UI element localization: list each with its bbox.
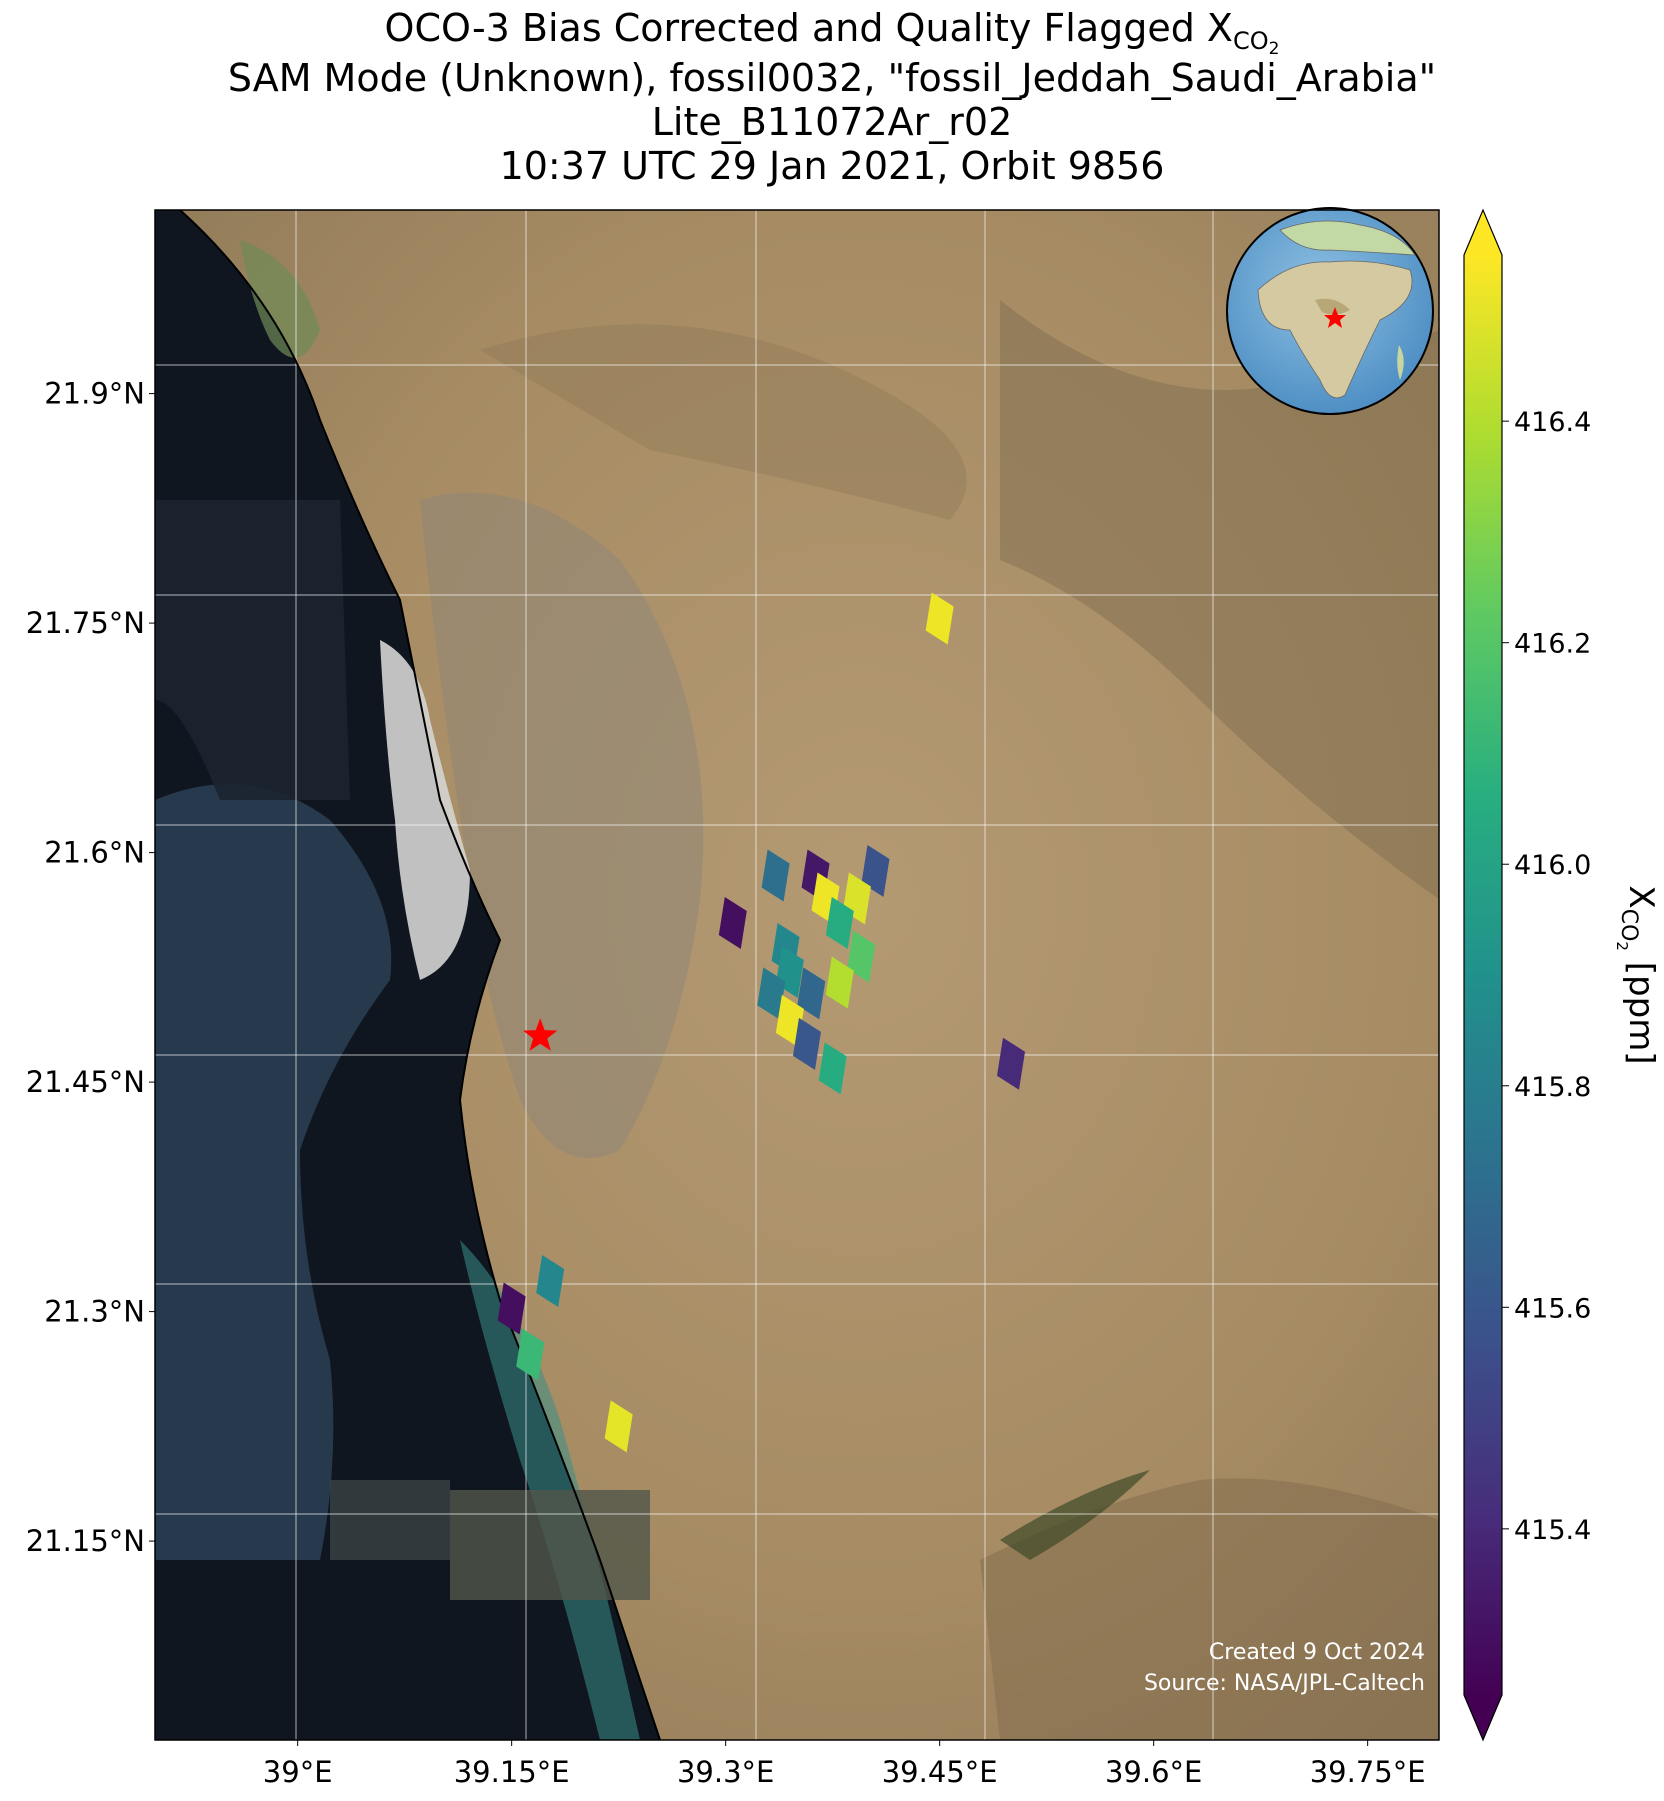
xco2-footprint xyxy=(818,1042,847,1095)
x-tick-label: 39°E xyxy=(263,1755,333,1789)
y-tick-label: 21.75°N xyxy=(26,606,145,640)
coastline xyxy=(179,209,661,1741)
map-frame xyxy=(154,209,1440,1741)
y-tick-label: 21.3°N xyxy=(44,1295,145,1329)
colorbar-extend-max xyxy=(1464,210,1502,255)
xco2-footprint xyxy=(925,592,954,645)
map-background xyxy=(155,210,1439,1740)
x-tick-label: 39.75°E xyxy=(1310,1755,1426,1789)
xco2-footprint xyxy=(792,1017,821,1070)
colorbar-tick-label: 416.2 xyxy=(1514,629,1591,660)
arabia-landmass xyxy=(1315,298,1350,315)
x-tick-label: 39.15°E xyxy=(454,1755,570,1789)
colorbar-outline xyxy=(1463,208,1503,1742)
figure-title-line4: 10:37 UTC 29 Jan 2021, Orbit 9856 xyxy=(499,144,1165,188)
colorbar-tick-label: 415.4 xyxy=(1514,1515,1591,1546)
figure-title-line1: OCO-3 Bias Corrected and Quality Flagged… xyxy=(0,6,1664,59)
colorbar-tick-label: 416.4 xyxy=(1514,407,1591,438)
xco2-footprint xyxy=(516,1328,545,1381)
x-tick-labels: 39°E 39.15°E 39.3°E 39.45°E 39.6°E 39.75°E xyxy=(263,1740,1426,1789)
globe-star-icon xyxy=(1324,307,1346,328)
colorbar-label: XCO2 [ppm] xyxy=(1613,885,1661,1064)
xco2-footprint xyxy=(825,896,854,949)
xco2-footprint xyxy=(861,844,890,897)
y-tick-label: 21.6°N xyxy=(44,836,145,870)
y-tick-label: 21.45°N xyxy=(26,1065,145,1099)
xco2-footprint xyxy=(797,967,826,1020)
africa-landmass xyxy=(1257,260,1413,399)
star-icon xyxy=(523,1018,558,1051)
xco2-footprint xyxy=(536,1255,565,1307)
xco2-footprints xyxy=(497,592,1025,1453)
grid-lines xyxy=(155,210,1444,1740)
xco2-footprint xyxy=(847,930,876,983)
xco2-footprint xyxy=(997,1037,1025,1090)
figure-title-line2: SAM Mode (Unknown), fossil0032, "fossil_… xyxy=(227,56,1437,100)
colorbar-tick-label: 416.0 xyxy=(1514,850,1591,881)
xco2-footprint xyxy=(497,1282,526,1335)
y-tick-labels: 21.9°N 21.75°N 21.6°N 21.45°N 21.3°N 21.15°N xyxy=(26,377,155,1558)
title-prefix: OCO-3 Bias Corrected and Quality Flagged… xyxy=(384,6,1233,50)
title-sub: CO xyxy=(1232,27,1269,55)
colorbar-tick-label: 415.6 xyxy=(1514,1293,1591,1324)
y-tick-label: 21.15°N xyxy=(26,1524,145,1558)
figure-title-line3: Lite_B11072Ar_r02 xyxy=(651,100,1013,144)
xco2-footprint xyxy=(757,967,786,1020)
x-tick-label: 39.45°E xyxy=(882,1755,998,1789)
xco2-footprint xyxy=(761,849,790,902)
colorbar-tick-labels: 415.4 415.6 415.8 416.0 416.2 416.4 xyxy=(1502,407,1591,1546)
colorbar-gradient xyxy=(1464,255,1502,1695)
colorbar: 415.4 415.6 415.8 416.0 416.2 416.4 XCO2 [ppm… xyxy=(1463,208,1661,1742)
credit-created: Created 9 Oct 2024 xyxy=(1209,1640,1425,1665)
x-tick-label: 39.3°E xyxy=(677,1755,774,1789)
xco2-footprint xyxy=(604,1400,633,1453)
globe-inset xyxy=(1226,207,1434,415)
colorbar-tick-label: 415.8 xyxy=(1514,1072,1591,1103)
xco2-footprint xyxy=(825,956,854,1009)
target-marker-layer xyxy=(523,1018,558,1051)
colorbar-extend-min xyxy=(1464,1695,1502,1740)
y-tick-label: 21.9°N xyxy=(44,377,145,411)
x-tick-label: 39.6°E xyxy=(1105,1755,1202,1789)
title-subsub: 2 xyxy=(1268,39,1280,59)
credit-source: Source: NASA/JPL-Caltech xyxy=(1144,1671,1425,1696)
europe-landmass xyxy=(1279,220,1416,256)
madagascar-landmass xyxy=(1397,345,1404,380)
xco2-footprint xyxy=(718,896,747,949)
